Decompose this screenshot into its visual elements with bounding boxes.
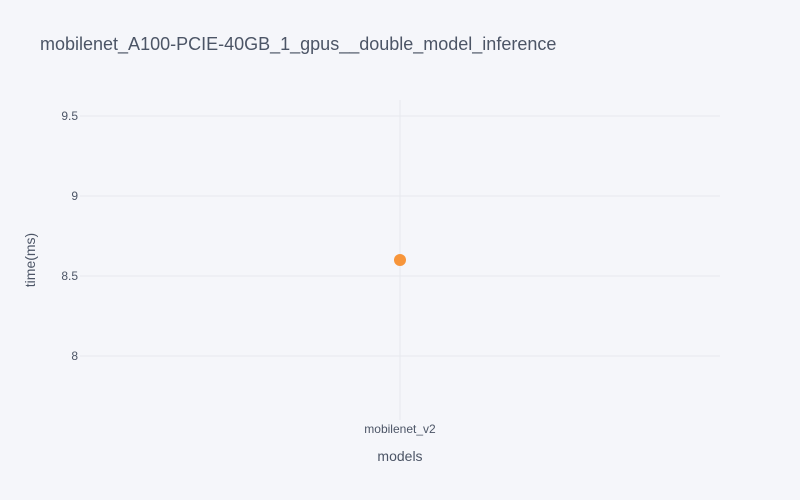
data-point[interactable] <box>394 254 406 266</box>
x-tick-label: mobilenet_v2 <box>364 422 436 436</box>
y-tick-label: 9 <box>71 189 78 203</box>
data-points <box>394 254 406 266</box>
y-tick-labels: 8 8.5 9 9.5 <box>61 109 78 363</box>
y-tick-label: 9.5 <box>61 109 78 123</box>
chart-title: mobilenet_A100-PCIE-40GB_1_gpus__double_… <box>40 34 556 55</box>
y-axis-title: time(ms) <box>22 233 38 287</box>
x-tick-labels: mobilenet_v2 <box>364 422 436 436</box>
x-axis-title: models <box>377 448 422 464</box>
y-tick-label: 8.5 <box>61 269 78 283</box>
y-tick-label: 8 <box>71 349 78 363</box>
